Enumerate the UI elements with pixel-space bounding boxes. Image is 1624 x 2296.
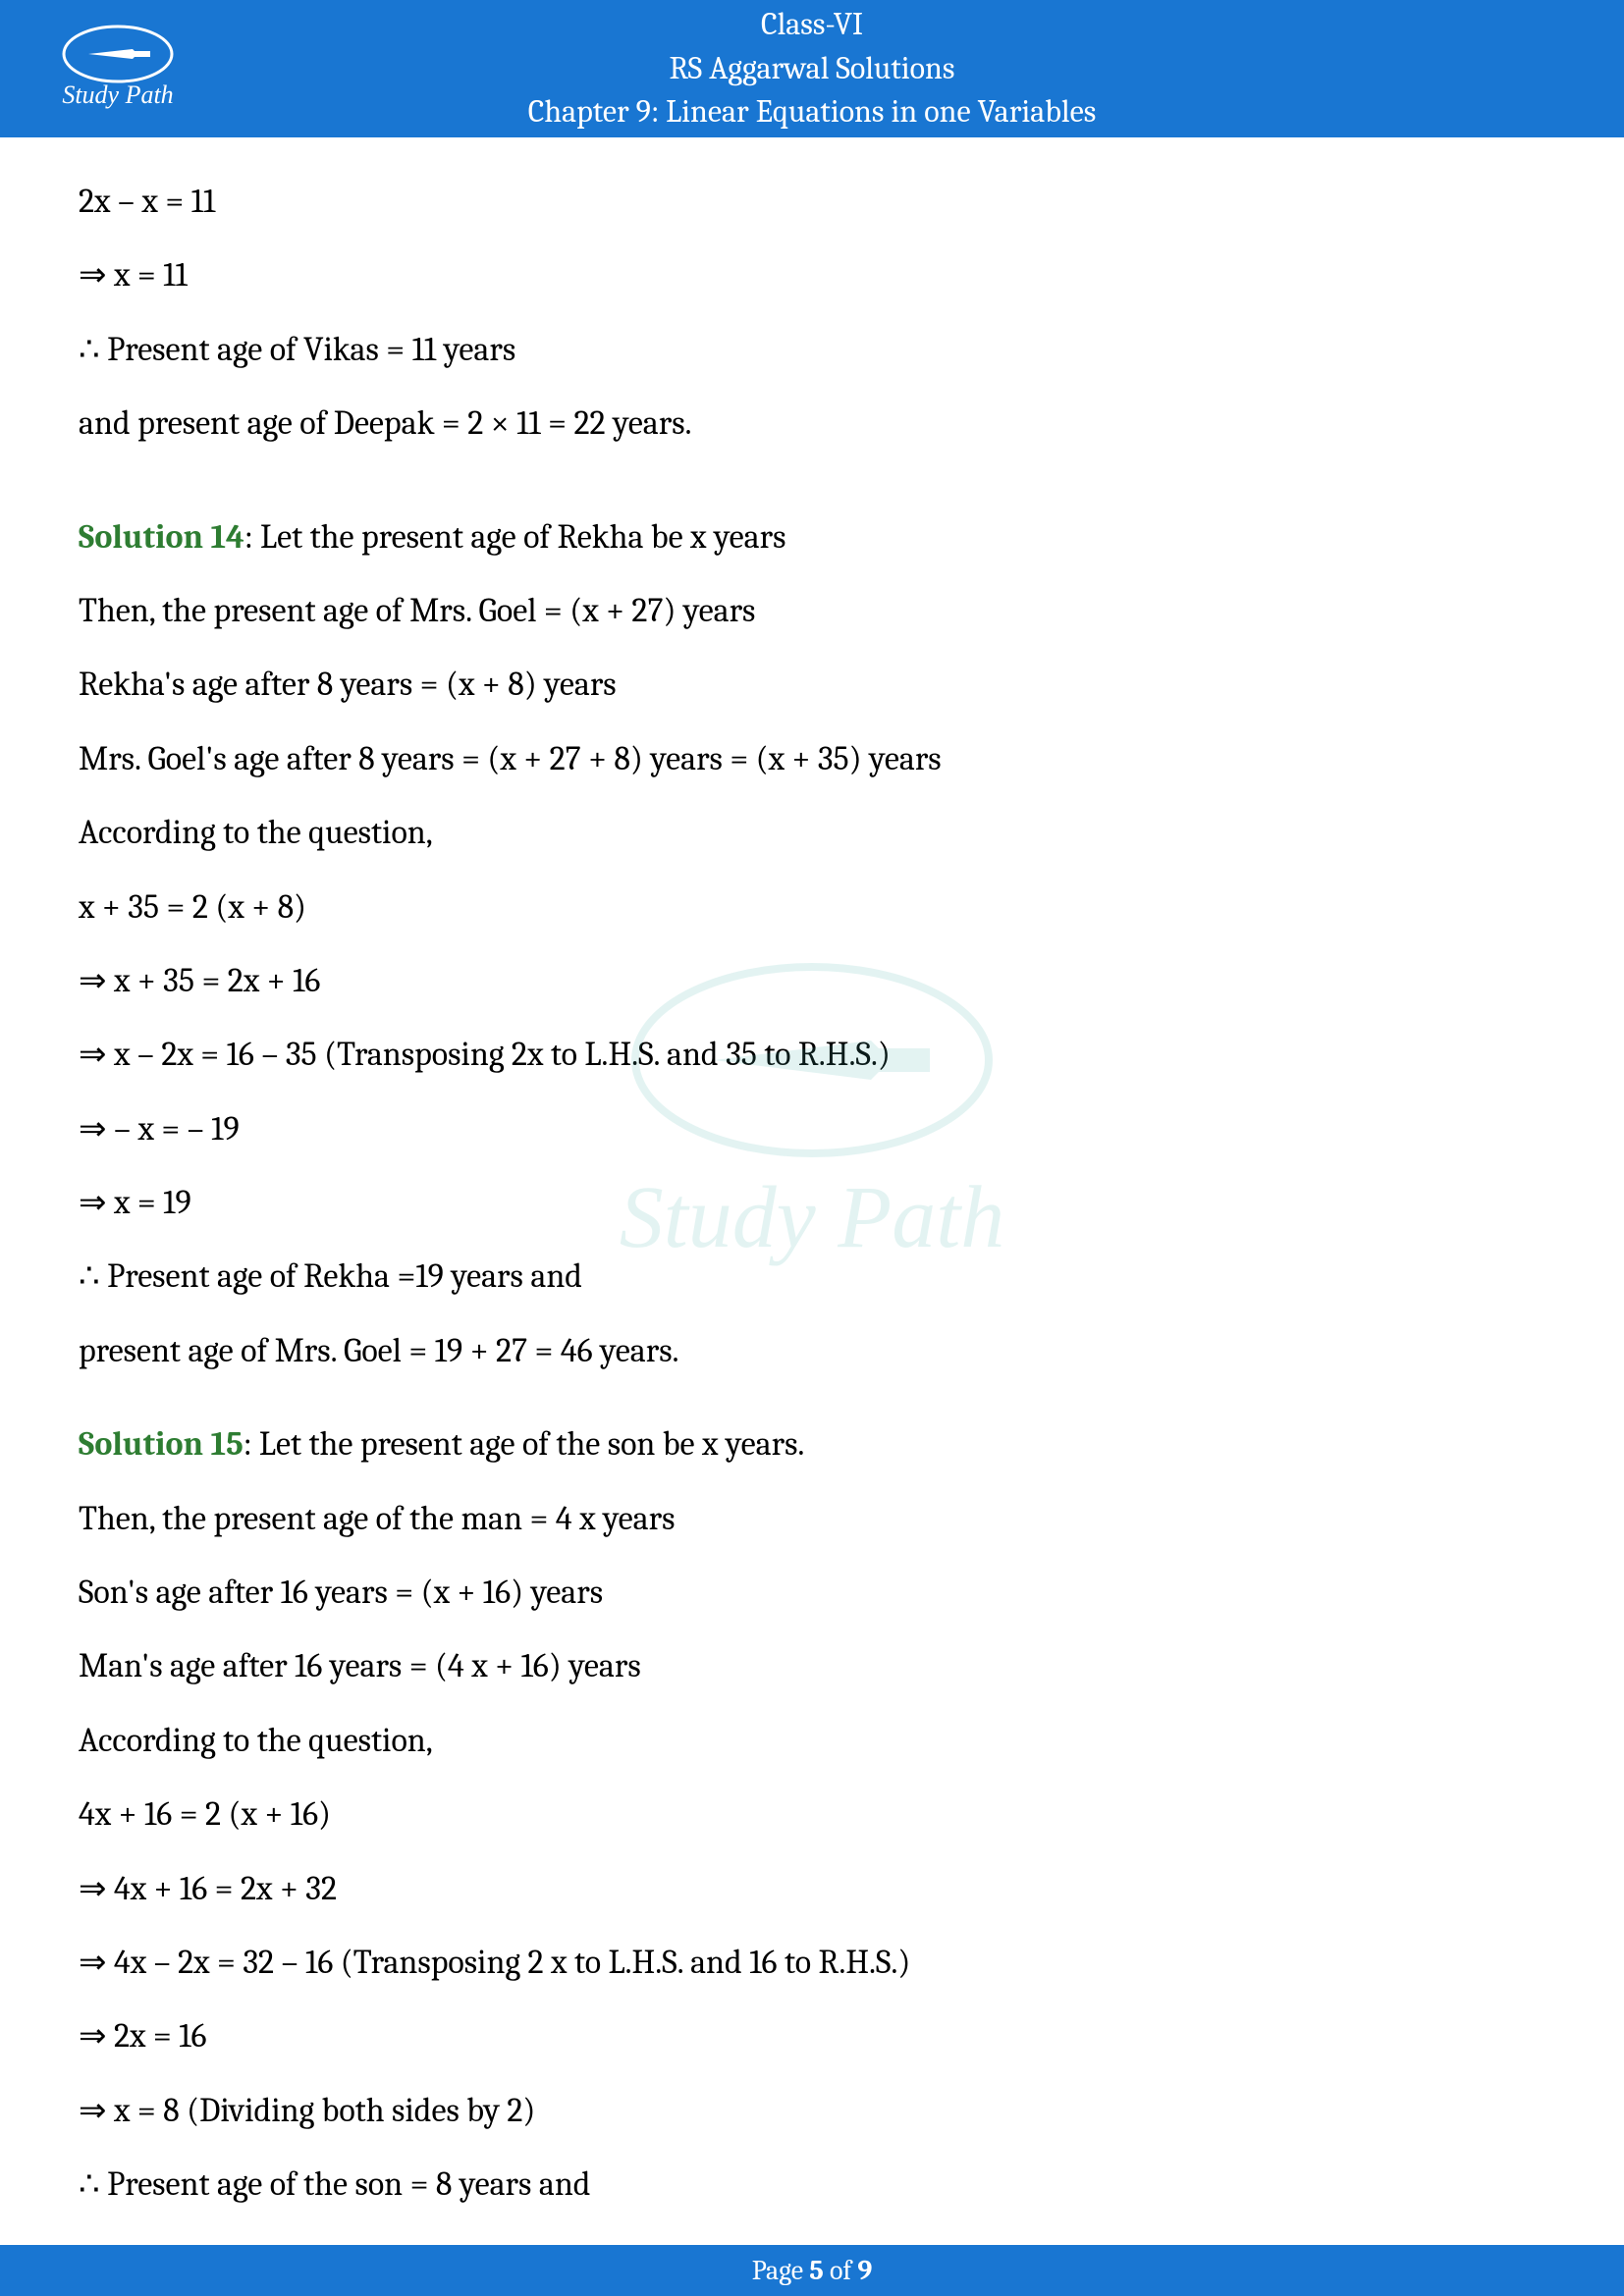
svg-text:Study Path: Study Path [62, 80, 173, 109]
text-line: According to the question, [79, 1706, 1545, 1776]
text-line: 4x + 16 = 2 (x + 16) [79, 1780, 1545, 1849]
header-class: Class-VI [196, 3, 1428, 47]
text-line: Then, the present age of Mrs. Goel = (x … [79, 576, 1545, 646]
text-line: and present age of Deepak = 2 × 11 = 22 … [79, 389, 1545, 458]
header-title: RS Aggarwal Solutions [196, 47, 1428, 91]
solution14-rest: : Let the present age of Rekha be x year… [244, 517, 786, 557]
footer-current: 5 [809, 2255, 824, 2286]
text-line: ⇒ – x = – 19 [79, 1095, 1545, 1164]
page-footer: Page 5 of 9 [0, 2245, 1624, 2296]
text-line: ⇒ 2x = 16 [79, 2002, 1545, 2071]
page-header: Study Path Class-VI RS Aggarwal Solution… [0, 0, 1624, 137]
text-line: ∴ Present age of the son = 8 years and [79, 2150, 1545, 2219]
text-line: 2x – x = 11 [79, 167, 1545, 237]
solution15-label: Solution 15 [79, 1424, 244, 1464]
text-line: Rekha's age after 8 years = (x + 8) year… [79, 650, 1545, 720]
text-line: Mrs. Goel's age after 8 years = (x + 27 … [79, 724, 1545, 794]
solution15-rest: : Let the present age of the son be x ye… [244, 1424, 805, 1464]
text-line: ⇒ x – 2x = 16 – 35 (Transposing 2x to L.… [79, 1020, 1545, 1090]
footer-total: 9 [857, 2255, 872, 2286]
solution15-first-line: Solution 15: Let the present age of the … [79, 1410, 1545, 1479]
text-line: ⇒ x = 8 (Dividing both sides by 2) [79, 2076, 1545, 2146]
text-line: x + 35 = 2 (x + 8) [79, 873, 1545, 942]
footer-mid: of [824, 2255, 858, 2286]
text-line: ⇒ x = 11 [79, 240, 1545, 310]
text-line: ⇒ 4x – 2x = 32 – 16 (Transposing 2 x to … [79, 1928, 1545, 1998]
text-line: Man's age after 16 years = (4 x + 16) ye… [79, 1631, 1545, 1701]
study-path-logo: Study Path [39, 20, 196, 118]
text-line: ⇒ x = 19 [79, 1168, 1545, 1238]
solution14-first-line: Solution 14: Let the present age of Rekh… [79, 503, 1545, 572]
text-line: ⇒ x + 35 = 2x + 16 [79, 946, 1545, 1016]
solution14-label: Solution 14 [79, 517, 244, 557]
text-line: Son's age after 16 years = (x + 16) year… [79, 1558, 1545, 1628]
header-title-block: Class-VI RS Aggarwal Solutions Chapter 9… [196, 3, 1585, 134]
header-chapter: Chapter 9: Linear Equations in one Varia… [196, 90, 1428, 134]
text-line: ∴ Present age of Rekha =19 years and [79, 1242, 1545, 1311]
text-line: present age of Mrs. Goel = 19 + 27 = 46 … [79, 1316, 1545, 1386]
text-line: ∴ Present age of Vikas = 11 years [79, 315, 1545, 385]
text-line: Then, the present age of the man = 4 x y… [79, 1484, 1545, 1554]
text-line: According to the question, [79, 798, 1545, 868]
page-content: Study Path 2x – x = 11 ⇒ x = 11 ∴ Presen… [0, 137, 1624, 2294]
footer-prefix: Page [752, 2255, 810, 2286]
text-line: ⇒ 4x + 16 = 2x + 32 [79, 1854, 1545, 1924]
